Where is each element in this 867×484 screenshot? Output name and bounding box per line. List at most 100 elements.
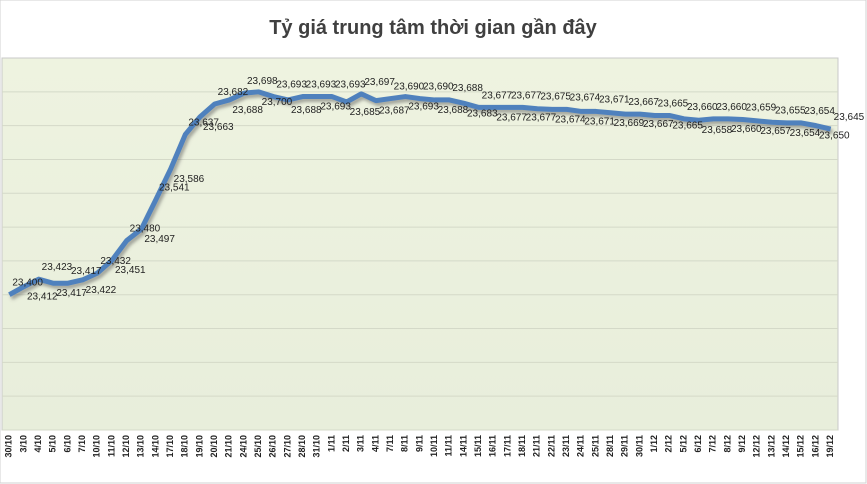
x-tick-label: 13/10 — [136, 435, 146, 458]
data-label: 23,688 — [232, 105, 263, 116]
x-tick-label: 26/10 — [268, 435, 278, 458]
x-tick-label: 8/11 — [400, 435, 410, 452]
x-tick-label: 2/12 — [664, 435, 674, 453]
x-tick-label: 5/12 — [678, 435, 688, 453]
x-tick-label: 7/10 — [77, 435, 87, 453]
x-tick-label: 24/10 — [238, 435, 248, 458]
data-label: 23,480 — [130, 224, 161, 235]
x-tick-label: 16/11 — [488, 435, 498, 457]
data-label: 23,671 — [584, 116, 615, 127]
data-label: 23,637 — [188, 117, 219, 128]
x-tick-label: 11/11 — [444, 435, 454, 457]
x-tick-label: 25/11 — [590, 435, 600, 457]
x-tick-label: 6/10 — [62, 435, 72, 453]
x-tick-label: 13/12 — [766, 435, 776, 458]
x-tick-label: 14/12 — [781, 435, 791, 458]
chart-title: Tỷ giá trung tâm thời gian gần đây — [269, 17, 597, 39]
x-tick-label: 12/12 — [752, 435, 762, 458]
data-label: 23,654 — [790, 128, 821, 139]
x-tick-label: 11/10 — [106, 435, 116, 457]
data-label: 23,677 — [511, 90, 542, 101]
data-label: 23,660 — [716, 102, 747, 113]
x-tick-label: 4/10 — [33, 435, 43, 453]
data-label: 23,677 — [526, 112, 557, 123]
x-tick-label: 9/11 — [414, 435, 424, 452]
x-tick-label: 12/10 — [121, 435, 131, 458]
data-label: 23,682 — [218, 87, 249, 98]
data-label: 23,412 — [27, 292, 58, 303]
data-label: 23,687 — [379, 106, 410, 117]
data-label: 23,690 — [394, 82, 425, 93]
data-label: 23,700 — [262, 97, 293, 108]
x-tick-label: 8/12 — [722, 435, 732, 453]
x-tick-label: 21/10 — [224, 435, 234, 458]
data-label: 23,688 — [438, 105, 469, 116]
x-tick-label: 23/11 — [561, 435, 571, 457]
data-label: 23,675 — [540, 92, 571, 103]
data-label: 23,654 — [804, 106, 835, 117]
data-label: 23,586 — [174, 174, 205, 185]
x-tick-label: 15/11 — [473, 435, 483, 457]
x-tick-label: 21/11 — [532, 435, 542, 457]
data-label: 23,674 — [555, 114, 586, 125]
x-tick-label: 1/11 — [326, 435, 336, 452]
x-tick-label: 30/10 — [4, 435, 14, 458]
data-label: 23,660 — [687, 102, 718, 113]
x-tick-label: 31/10 — [312, 435, 322, 458]
x-tick-label: 24/11 — [576, 435, 586, 457]
data-label: 23,693 — [335, 80, 366, 91]
x-tick-label: 28/11 — [605, 435, 615, 457]
data-label: 23,645 — [834, 112, 865, 123]
line — [8, 89, 832, 297]
x-tick-label: 15/12 — [796, 435, 806, 458]
x-tick-label: 3/11 — [356, 435, 366, 452]
data-label: 23,693 — [306, 80, 337, 91]
x-tick-label: 14/11 — [458, 435, 468, 457]
data-label: 23,665 — [658, 98, 689, 109]
x-tick-label: 5/10 — [48, 435, 58, 453]
data-label: 23,400 — [12, 278, 43, 289]
x-tick-label: 10/10 — [92, 435, 102, 458]
data-label: 23,650 — [819, 131, 850, 142]
data-label: 23,665 — [672, 120, 703, 131]
data-label: 23,677 — [482, 90, 513, 101]
x-tick-label: 25/10 — [253, 435, 263, 458]
data-label: 23,655 — [775, 105, 806, 116]
x-tick-label: 16/12 — [810, 435, 820, 458]
x-tick-label: 7/11 — [385, 435, 395, 452]
data-label: 23,693 — [320, 102, 351, 113]
x-tick-label: 20/10 — [209, 435, 219, 458]
x-tick-label: 18/11 — [517, 435, 527, 457]
x-tick-label: 19/12 — [825, 435, 835, 458]
data-label: 23,674 — [570, 92, 601, 103]
data-label: 23,669 — [614, 118, 645, 129]
x-tick-label: 29/11 — [620, 435, 630, 457]
x-tick-label: 18/10 — [180, 435, 190, 458]
data-label: 23,451 — [115, 265, 146, 276]
x-tick-label: 4/11 — [370, 435, 380, 452]
data-label: 23,683 — [467, 108, 498, 119]
data-label: 23,660 — [731, 124, 762, 135]
data-label: 23,677 — [496, 112, 527, 123]
data-label: 23,423 — [42, 262, 73, 273]
data-label: 23,417 — [71, 266, 102, 277]
x-tick-label: 6/12 — [693, 435, 703, 453]
data-label: 23,659 — [746, 103, 777, 114]
x-tick-label: 19/10 — [194, 435, 204, 458]
x-tick-label: 17/11 — [502, 435, 512, 457]
data-label: 23,658 — [702, 125, 733, 136]
data-label: 23,693 — [276, 80, 307, 91]
x-tick-label: 9/12 — [737, 435, 747, 453]
data-label: 23,690 — [423, 82, 454, 93]
data-label: 23,698 — [247, 76, 278, 87]
data-label: 23,657 — [760, 126, 791, 137]
x-tick-label: 1/12 — [649, 435, 659, 453]
x-tick-label: 30/11 — [634, 435, 644, 457]
x-tick-label: 27/10 — [282, 435, 292, 458]
data-label: 23,671 — [599, 94, 630, 105]
data-label: 23,497 — [144, 234, 175, 245]
data-label: 23,422 — [86, 285, 117, 296]
data-label: 23,541 — [159, 182, 190, 193]
data-label: 23,693 — [408, 102, 439, 113]
